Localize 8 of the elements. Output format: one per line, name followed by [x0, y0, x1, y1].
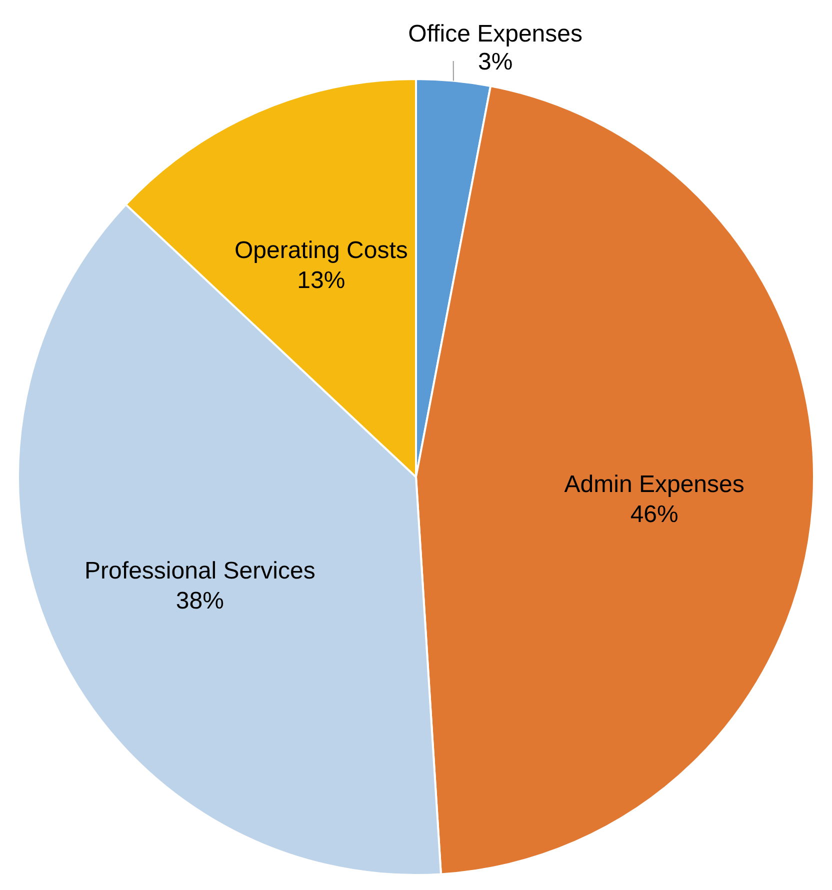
slice-label: Professional Services [84, 558, 316, 585]
data-label: 38% [176, 588, 224, 615]
slice-label: Operating Costs [234, 236, 408, 264]
data-label: 46% [630, 500, 678, 528]
data-label: 13% [297, 266, 346, 294]
slice-label: Admin Expenses [564, 470, 744, 498]
slice-label: Office Expenses [408, 20, 582, 48]
data-label: 3% [478, 48, 513, 76]
